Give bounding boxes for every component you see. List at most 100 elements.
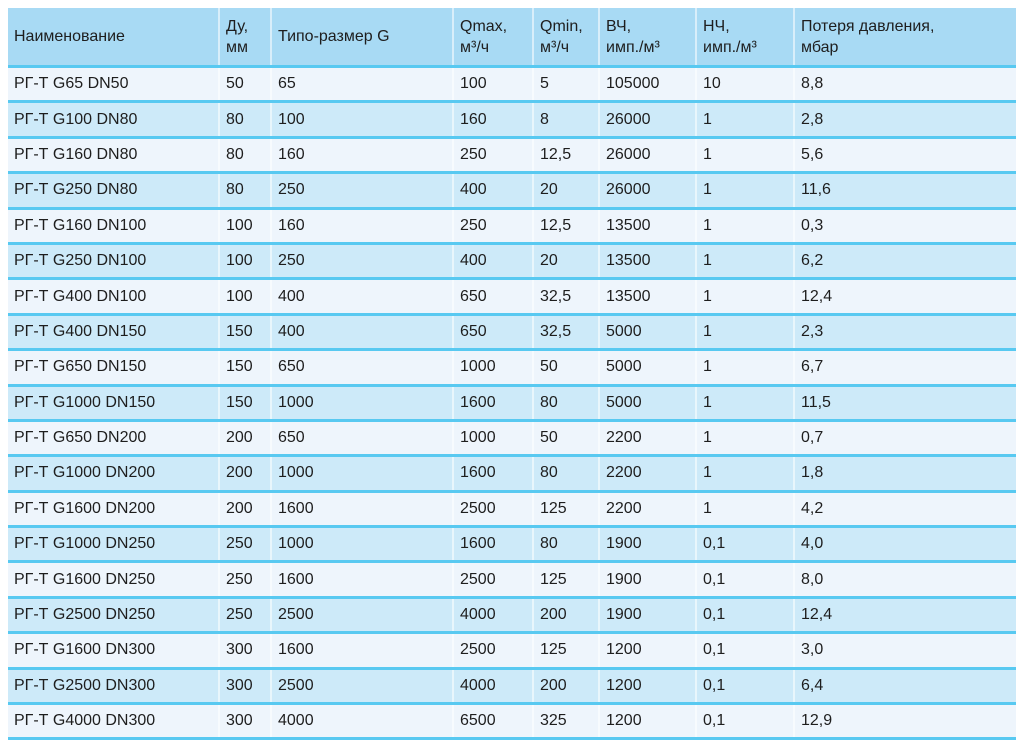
table-cell-g: 400	[270, 314, 452, 352]
table-cell-name: РГ-Т G160 DN100	[8, 208, 218, 245]
table-cell-qmin: 125	[532, 561, 598, 599]
table-row: РГ-Т G1000 DN150 150 1000 1600 80 5000 1 11,5	[8, 385, 1016, 422]
table-cell-du: 100	[218, 243, 270, 281]
table-cell-g: 160	[270, 137, 452, 175]
table-cell-du: 100	[218, 278, 270, 316]
table-cell-du: 80	[218, 172, 270, 210]
table-row: РГ-Т G400 DN100 100 400 650 32,5 13500 1 12,4	[8, 278, 1016, 316]
table-cell-name: РГ-Т G65 DN50	[8, 66, 218, 104]
table-cell-hf: 1200	[598, 703, 695, 741]
table-cell-name: РГ-Т G1000 DN200	[8, 455, 218, 493]
table-cell-du: 80	[218, 137, 270, 175]
table-cell-lf: 1	[695, 349, 793, 387]
table-cell-du: 100	[218, 208, 270, 245]
column-header-lf: НЧ, имп./м³	[695, 8, 793, 68]
table-cell-lf: 0,1	[695, 668, 793, 706]
table-cell-g: 1000	[270, 455, 452, 493]
table-cell-dp: 4,0	[793, 526, 1016, 564]
table-cell-name: РГ-Т G1600 DN250	[8, 561, 218, 599]
table-cell-hf: 5000	[598, 385, 695, 422]
table-cell-qmin: 50	[532, 420, 598, 458]
table-cell-du: 150	[218, 314, 270, 352]
table-cell-du: 200	[218, 491, 270, 529]
table-cell-lf: 10	[695, 66, 793, 104]
table-cell-name: РГ-Т G650 DN200	[8, 420, 218, 458]
table-cell-du: 50	[218, 66, 270, 104]
table-cell-name: РГ-Т G1000 DN150	[8, 385, 218, 422]
table-row: РГ-Т G100 DN80 80 100 160 8 26000 1 2,8	[8, 101, 1016, 139]
table-cell-hf: 13500	[598, 278, 695, 316]
table-cell-dp: 6,4	[793, 668, 1016, 706]
table-cell-name: РГ-Т G650 DN150	[8, 349, 218, 387]
table-cell-g: 250	[270, 172, 452, 210]
table-cell-hf: 1900	[598, 561, 695, 599]
table-cell-dp: 6,2	[793, 243, 1016, 281]
table-cell-qmax: 100	[452, 66, 532, 104]
table-cell-lf: 1	[695, 455, 793, 493]
table-cell-hf: 2200	[598, 491, 695, 529]
table-cell-lf: 0,1	[695, 526, 793, 564]
table-cell-name: РГ-Т G1000 DN250	[8, 526, 218, 564]
table-cell-qmin: 12,5	[532, 208, 598, 245]
table-cell-lf: 0,1	[695, 632, 793, 670]
table-cell-name: РГ-Т G1600 DN300	[8, 632, 218, 670]
table-cell-dp: 6,7	[793, 349, 1016, 387]
table-cell-du: 150	[218, 349, 270, 387]
table-cell-lf: 0,1	[695, 597, 793, 635]
table-cell-qmax: 2500	[452, 632, 532, 670]
table-cell-qmin: 32,5	[532, 314, 598, 352]
table-cell-lf: 0,1	[695, 561, 793, 599]
table-cell-g: 250	[270, 243, 452, 281]
table-cell-name: РГ-Т G160 DN80	[8, 137, 218, 175]
table-cell-g: 650	[270, 420, 452, 458]
table-cell-du: 250	[218, 561, 270, 599]
table-cell-lf: 1	[695, 420, 793, 458]
table-row: РГ-Т G250 DN80 80 250 400 20 26000 1 11,6	[8, 172, 1016, 210]
table-cell-dp: 4,2	[793, 491, 1016, 529]
table-cell-g: 4000	[270, 703, 452, 741]
table-cell-du: 200	[218, 455, 270, 493]
table-cell-du: 80	[218, 101, 270, 139]
column-header-hf: ВЧ, имп./м³	[598, 8, 695, 68]
table-cell-dp: 12,9	[793, 703, 1016, 741]
table-cell-qmin: 20	[532, 243, 598, 281]
table-cell-name: РГ-Т G4000 DN300	[8, 703, 218, 741]
table-cell-lf: 1	[695, 385, 793, 422]
table-cell-qmax: 650	[452, 278, 532, 316]
table-cell-qmax: 650	[452, 314, 532, 352]
header-row: Наименование Ду, мм Типо-размер G Qmax, …	[8, 8, 1016, 68]
table-cell-dp: 8,8	[793, 66, 1016, 104]
table-cell-du: 250	[218, 526, 270, 564]
table-cell-dp: 8,0	[793, 561, 1016, 599]
table-cell-g: 65	[270, 66, 452, 104]
table-cell-name: РГ-Т G100 DN80	[8, 101, 218, 139]
table-cell-dp: 11,6	[793, 172, 1016, 210]
table-cell-qmax: 2500	[452, 491, 532, 529]
table-cell-lf: 1	[695, 491, 793, 529]
table-row: РГ-Т G650 DN200 200 650 1000 50 2200 1 0,7	[8, 420, 1016, 458]
table-cell-lf: 1	[695, 314, 793, 352]
table-row: РГ-Т G1600 DN250 250 1600 2500 125 1900 0,1 8,0	[8, 561, 1016, 599]
table-cell-lf: 1	[695, 278, 793, 316]
table-row: РГ-Т G400 DN150 150 400 650 32,5 5000 1 2,3	[8, 314, 1016, 352]
table-cell-name: РГ-Т G250 DN80	[8, 172, 218, 210]
table-cell-dp: 0,7	[793, 420, 1016, 458]
table-row: РГ-Т G160 DN100 100 160 250 12,5 13500 1 0,3	[8, 208, 1016, 245]
table-cell-du: 200	[218, 420, 270, 458]
table-cell-dp: 1,8	[793, 455, 1016, 493]
table-cell-lf: 1	[695, 101, 793, 139]
table-cell-du: 250	[218, 597, 270, 635]
column-header-name: Наименование	[8, 8, 218, 68]
table-cell-qmax: 400	[452, 172, 532, 210]
table-cell-qmax: 1000	[452, 349, 532, 387]
table-cell-lf: 1	[695, 137, 793, 175]
table-row: РГ-Т G1600 DN200 200 1600 2500 125 2200 1 4,2	[8, 491, 1016, 529]
table-cell-qmin: 80	[532, 385, 598, 422]
table-cell-name: РГ-Т G2500 DN250	[8, 597, 218, 635]
table-cell-hf: 1200	[598, 632, 695, 670]
table-cell-qmin: 80	[532, 455, 598, 493]
table-cell-qmin: 125	[532, 632, 598, 670]
table-cell-qmax: 1600	[452, 455, 532, 493]
table-row: РГ-Т G2500 DN250 250 2500 4000 200 1900 0,1 12,…	[8, 597, 1016, 635]
